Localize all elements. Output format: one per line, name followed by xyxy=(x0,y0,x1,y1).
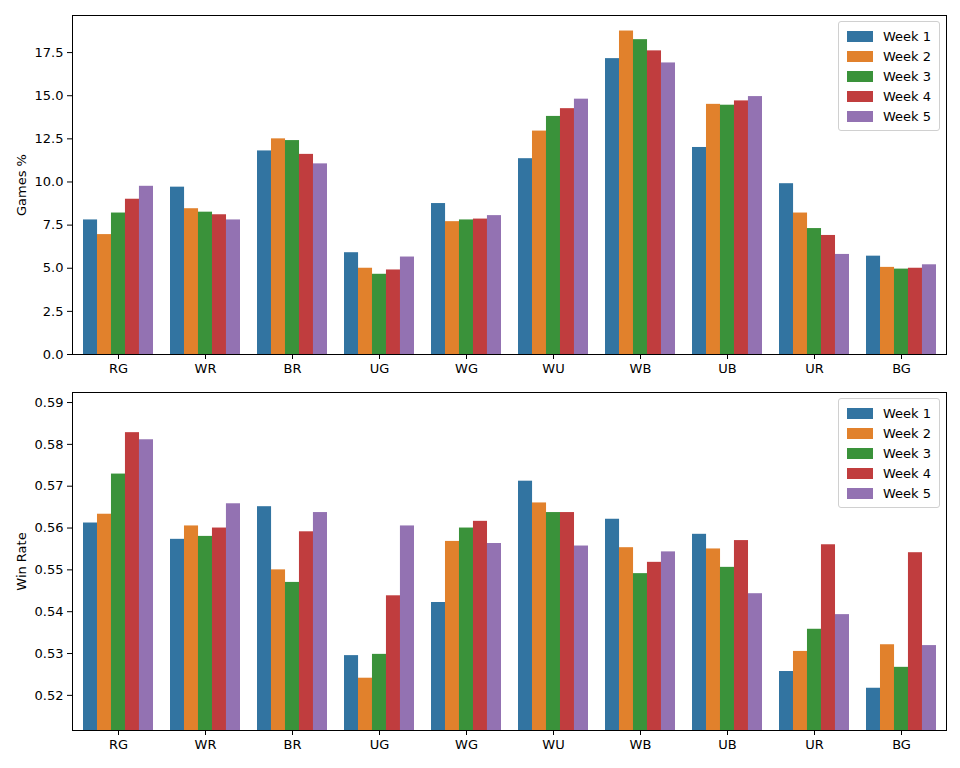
svg-text:Games %: Games % xyxy=(14,154,29,216)
html-text:Week 3: Week 3 xyxy=(883,445,931,461)
svg-text:UB: UB xyxy=(718,361,736,376)
svg-text:UR: UR xyxy=(805,361,824,376)
svg-text:WR: WR xyxy=(195,361,217,376)
svg-text:Win Rate: Win Rate xyxy=(14,532,29,590)
svg-text:15.0: 15.0 xyxy=(35,88,64,103)
svg-text:0.53: 0.53 xyxy=(35,646,64,661)
html-text:Week 3: Week 3 xyxy=(883,68,931,84)
svg-text:UG: UG xyxy=(370,361,390,376)
svg-text:WU: WU xyxy=(542,361,564,376)
html-text:Week 4: Week 4 xyxy=(883,88,931,104)
svg-text:12.5: 12.5 xyxy=(35,131,64,146)
html-text:Week 1: Week 1 xyxy=(883,405,931,421)
svg-text:WG: WG xyxy=(455,361,478,376)
html-text:Week 5: Week 5 xyxy=(883,485,931,501)
svg-text:BG: BG xyxy=(892,737,911,752)
svg-text:BR: BR xyxy=(284,361,302,376)
svg-text:0.59: 0.59 xyxy=(35,395,64,410)
html-text:Week 1: Week 1 xyxy=(883,28,931,44)
svg-text:RG: RG xyxy=(109,737,128,752)
svg-text:0.54: 0.54 xyxy=(35,604,64,619)
svg-text:7.5: 7.5 xyxy=(43,217,64,232)
svg-text:UG: UG xyxy=(370,737,390,752)
svg-text:0.0: 0.0 xyxy=(43,347,64,362)
svg-text:WU: WU xyxy=(542,737,564,752)
svg-text:0.52: 0.52 xyxy=(35,688,64,703)
html-text:Week 5: Week 5 xyxy=(883,108,931,124)
svg-text:RG: RG xyxy=(109,361,128,376)
html-text:Week 2: Week 2 xyxy=(883,425,931,441)
svg-text:BG: BG xyxy=(892,361,911,376)
svg-text:2.5: 2.5 xyxy=(43,304,64,319)
svg-text:0.55: 0.55 xyxy=(35,562,64,577)
svg-text:10.0: 10.0 xyxy=(35,174,64,189)
svg-text:BR: BR xyxy=(284,737,302,752)
svg-text:WG: WG xyxy=(455,737,478,752)
svg-text:WB: WB xyxy=(630,737,652,752)
html-text:Week 4: Week 4 xyxy=(883,465,931,481)
svg-text:UR: UR xyxy=(805,737,824,752)
svg-text:0.56: 0.56 xyxy=(35,520,64,535)
html-text:Week 2: Week 2 xyxy=(883,48,931,64)
svg-text:0.57: 0.57 xyxy=(35,478,64,493)
svg-text:0.58: 0.58 xyxy=(35,437,64,452)
svg-text:WB: WB xyxy=(630,361,652,376)
svg-text:5.0: 5.0 xyxy=(43,260,64,275)
svg-text:17.5: 17.5 xyxy=(35,45,64,60)
svg-text:WR: WR xyxy=(195,737,217,752)
svg-text:UB: UB xyxy=(718,737,736,752)
